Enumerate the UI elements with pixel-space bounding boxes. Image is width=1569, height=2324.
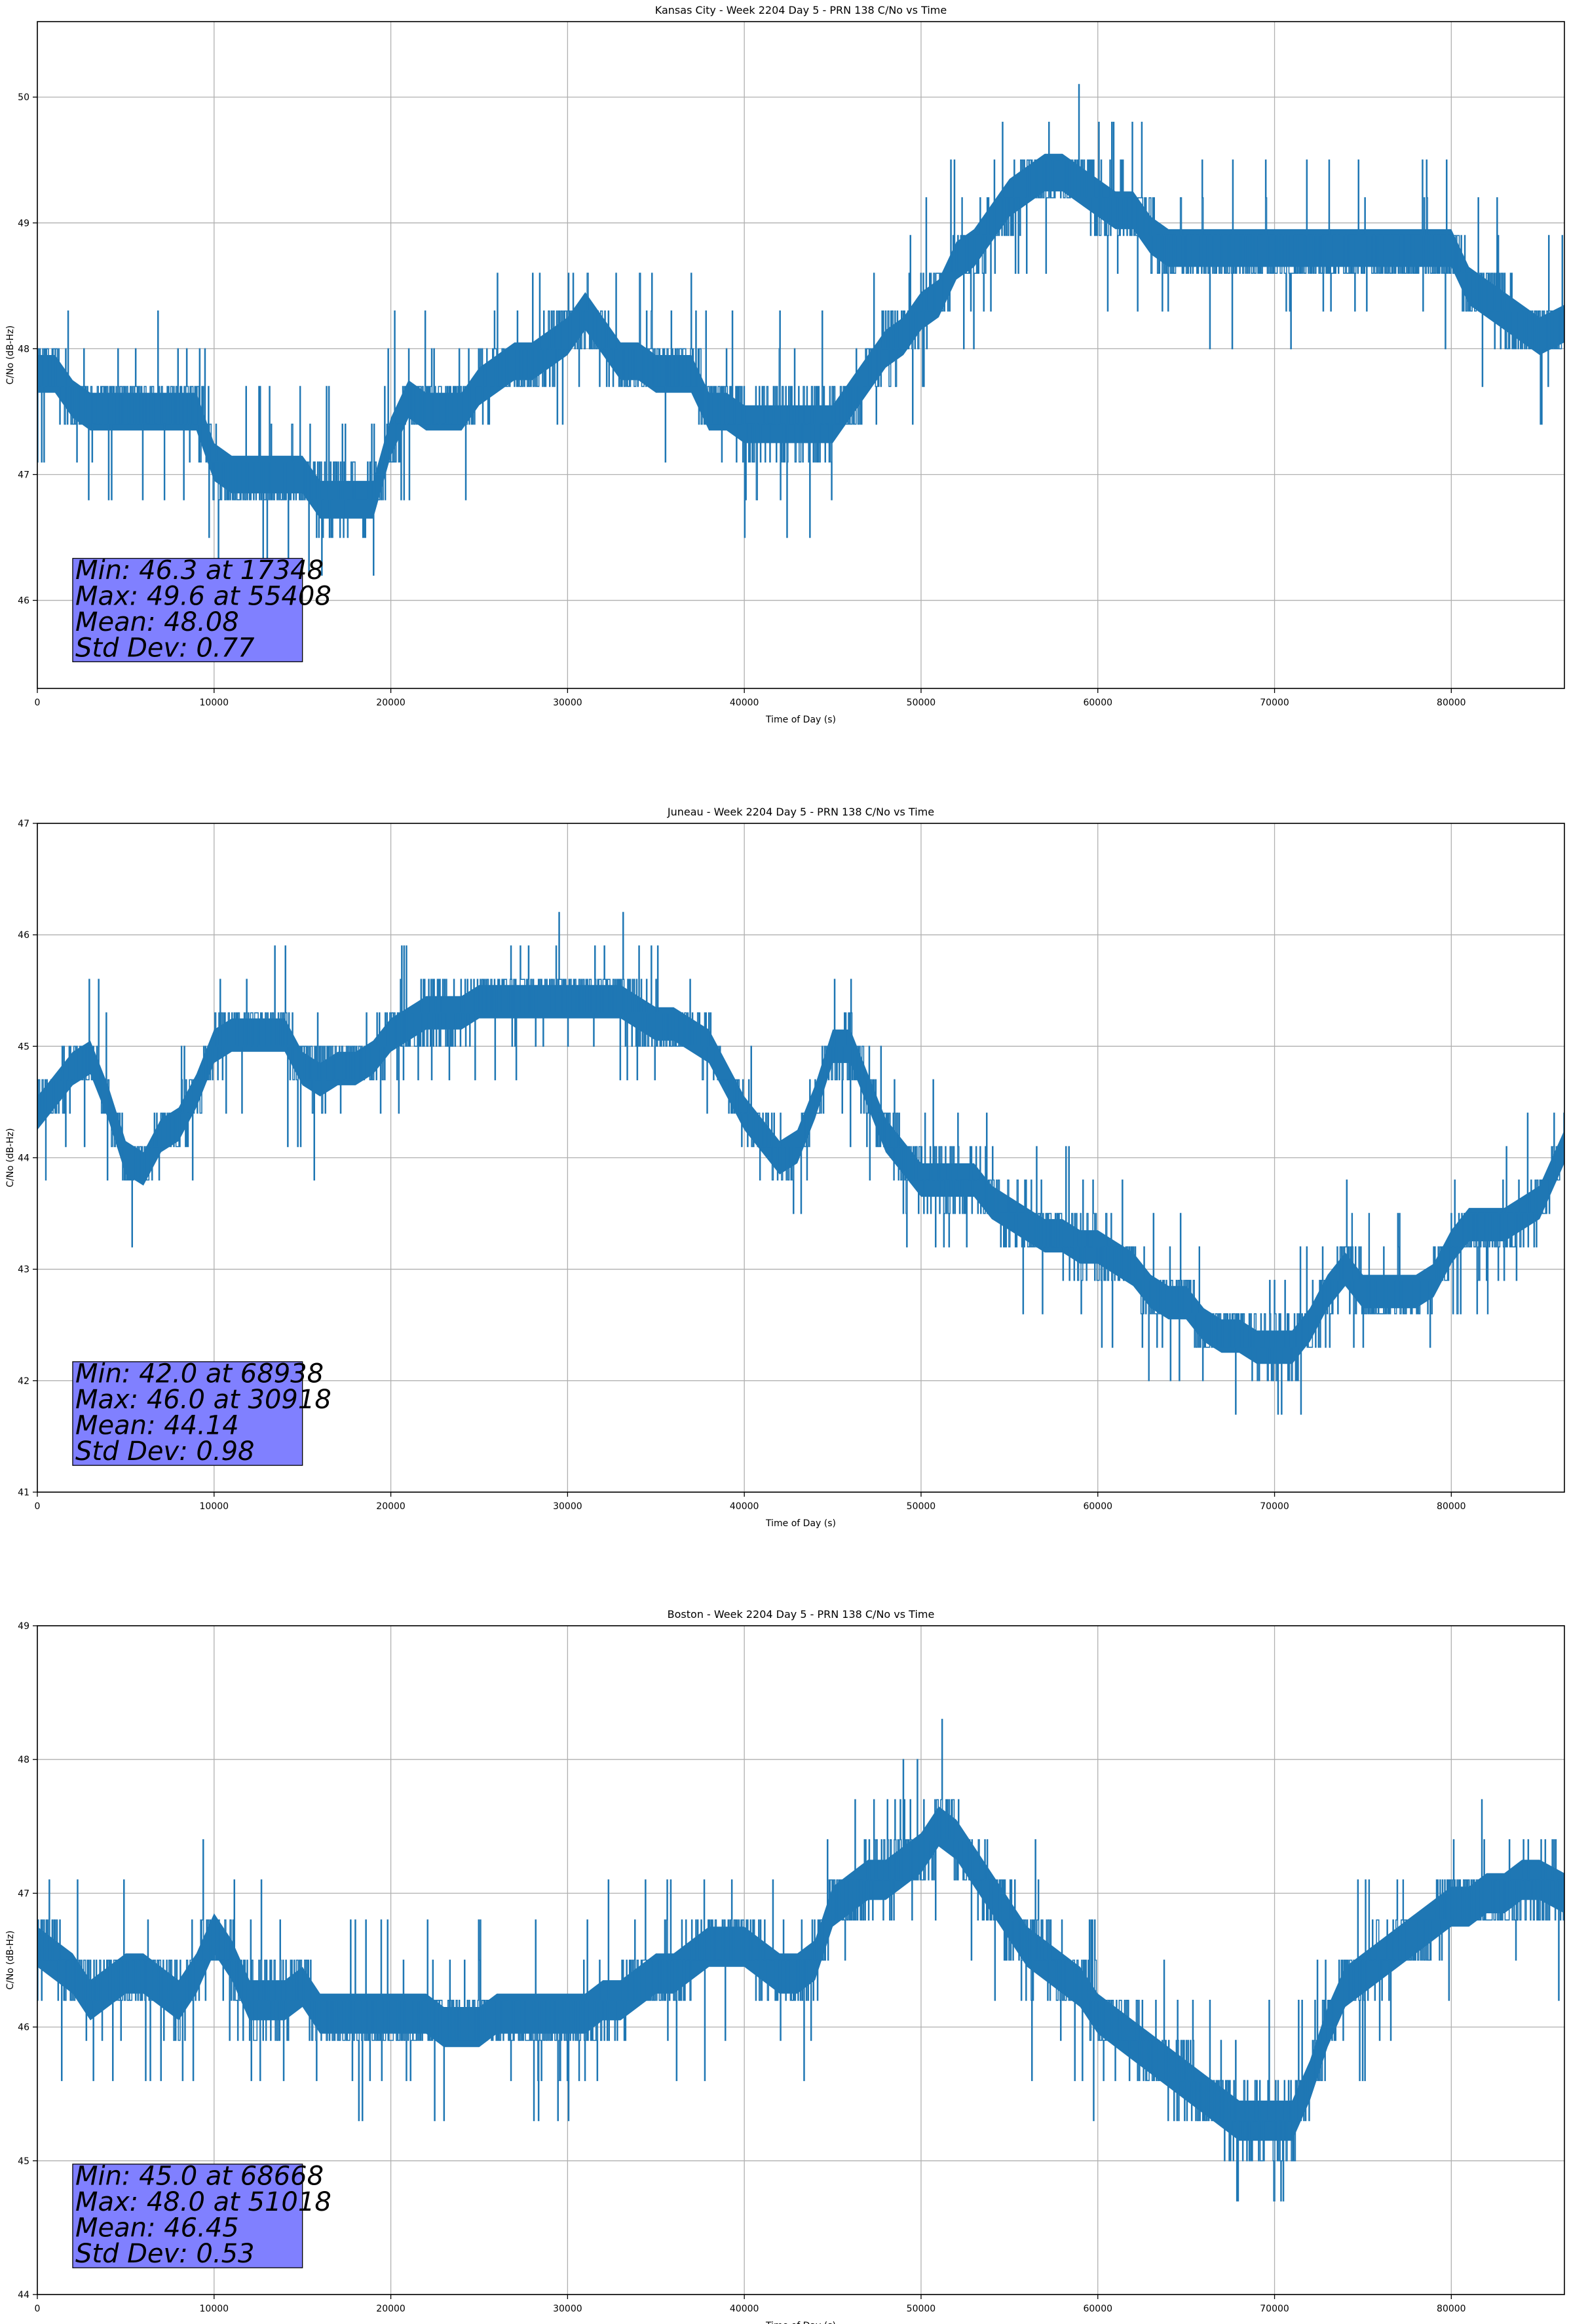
x-tick-label: 40000	[730, 698, 759, 708]
x-tick-label: 40000	[730, 1501, 759, 1512]
series-line	[37, 84, 1564, 576]
y-tick-label: 49	[18, 1621, 29, 1632]
stats-line: Max: 49.6 at 55408	[75, 581, 331, 611]
axes-frame	[37, 1625, 1565, 2295]
x-tick-label: 80000	[1437, 1501, 1466, 1512]
stats-line: Max: 48.0 at 51018	[75, 2187, 331, 2217]
chart-title: Kansas City - Week 2204 Day 5 - PRN 138 …	[655, 4, 947, 16]
series-line	[37, 1719, 1564, 2202]
y-tick-label: 46	[18, 930, 29, 941]
x-tick-label: 20000	[376, 1501, 406, 1512]
x-tick-label: 0	[35, 2304, 41, 2314]
x-axis-label: Time of Day (s)	[765, 1518, 836, 1529]
series-line	[37, 912, 1564, 1415]
y-tick-label: 47	[18, 1888, 29, 1899]
x-tick-label: 0	[35, 698, 41, 708]
x-tick-label: 60000	[1083, 2304, 1112, 2314]
chart-title: Boston - Week 2204 Day 5 - PRN 138 C/No …	[668, 1608, 935, 1621]
y-tick-label: 45	[18, 2156, 29, 2167]
chart-panel: 0 10000 20000 30000 40000 50000 60000 70000 8000…	[5, 1608, 1565, 2324]
stats-line: Std Dev: 0.53	[75, 2239, 255, 2269]
y-tick-label: 47	[18, 470, 29, 480]
x-tick-label: 30000	[553, 1501, 582, 1512]
y-tick-label: 50	[18, 92, 29, 103]
x-tick-label: 60000	[1083, 698, 1112, 708]
y-axis-label: C/No (dB-Hz)	[5, 326, 16, 384]
x-tick-label: 30000	[553, 698, 582, 708]
stats-line: Max: 46.0 at 30918	[75, 1385, 331, 1415]
stats-line: Mean: 44.14	[75, 1411, 239, 1441]
chart-panel: 0 10000 20000 30000 40000 50000 60000 70000 8000…	[5, 806, 1565, 1529]
y-tick-label: 44	[18, 1153, 29, 1164]
stats-line: Mean: 46.45	[75, 2213, 239, 2243]
y-tick-label: 44	[18, 2290, 29, 2300]
x-tick-label: 60000	[1083, 1501, 1112, 1512]
x-tick-label: 10000	[200, 1501, 229, 1512]
y-tick-label: 42	[18, 1376, 29, 1387]
x-tick-label: 10000	[200, 698, 229, 708]
x-tick-label: 50000	[907, 1501, 936, 1512]
stats-box	[72, 1361, 303, 1466]
x-tick-label: 70000	[1260, 1501, 1289, 1512]
x-tick-label: 20000	[376, 2304, 406, 2314]
stats-line: Std Dev: 0.98	[75, 1436, 255, 1467]
stats-box	[72, 2164, 303, 2268]
y-tick-label: 48	[18, 344, 29, 354]
x-tick-label: 30000	[553, 2304, 582, 2314]
y-axis-label: C/No (dB-Hz)	[5, 1128, 16, 1187]
x-tick-label: 40000	[730, 2304, 759, 2314]
x-tick-label: 80000	[1437, 2304, 1466, 2314]
x-tick-label: 50000	[907, 698, 936, 708]
chart-title: Juneau - Week 2204 Day 5 - PRN 138 C/No …	[667, 806, 934, 818]
stats-box	[72, 557, 303, 662]
y-tick-label: 43	[18, 1265, 29, 1275]
stats-line: Mean: 48.08	[75, 607, 239, 637]
y-axis-label: C/No (dB-Hz)	[5, 1930, 16, 1989]
x-tick-label: 10000	[200, 2304, 229, 2314]
stats-line: Min: 45.0 at 68668	[75, 2161, 324, 2191]
stats-line: Min: 46.3 at 17348	[75, 555, 324, 586]
x-tick-label: 0	[35, 1501, 41, 1512]
x-axis-label: Time of Day (s)	[765, 715, 836, 725]
y-tick-label: 49	[18, 218, 29, 229]
y-tick-label: 46	[18, 596, 29, 607]
stats-line: Min: 42.0 at 68938	[75, 1359, 324, 1389]
y-tick-label: 46	[18, 2023, 29, 2033]
x-tick-label: 70000	[1260, 698, 1289, 708]
x-tick-label: 80000	[1437, 698, 1466, 708]
x-tick-label: 20000	[376, 698, 406, 708]
y-tick-label: 47	[18, 819, 29, 829]
stats-line: Std Dev: 0.77	[75, 633, 255, 663]
x-axis-label: Time of Day (s)	[765, 2321, 836, 2324]
axes-frame	[37, 21, 1565, 689]
x-tick-label: 50000	[907, 2304, 936, 2314]
y-tick-label: 45	[18, 1041, 29, 1052]
chart-panel: 0 10000 20000 30000 40000 50000 60000 70000 8000…	[5, 4, 1565, 725]
x-tick-label: 70000	[1260, 2304, 1289, 2314]
y-tick-label: 41	[18, 1488, 29, 1498]
y-tick-label: 48	[18, 1755, 29, 1765]
